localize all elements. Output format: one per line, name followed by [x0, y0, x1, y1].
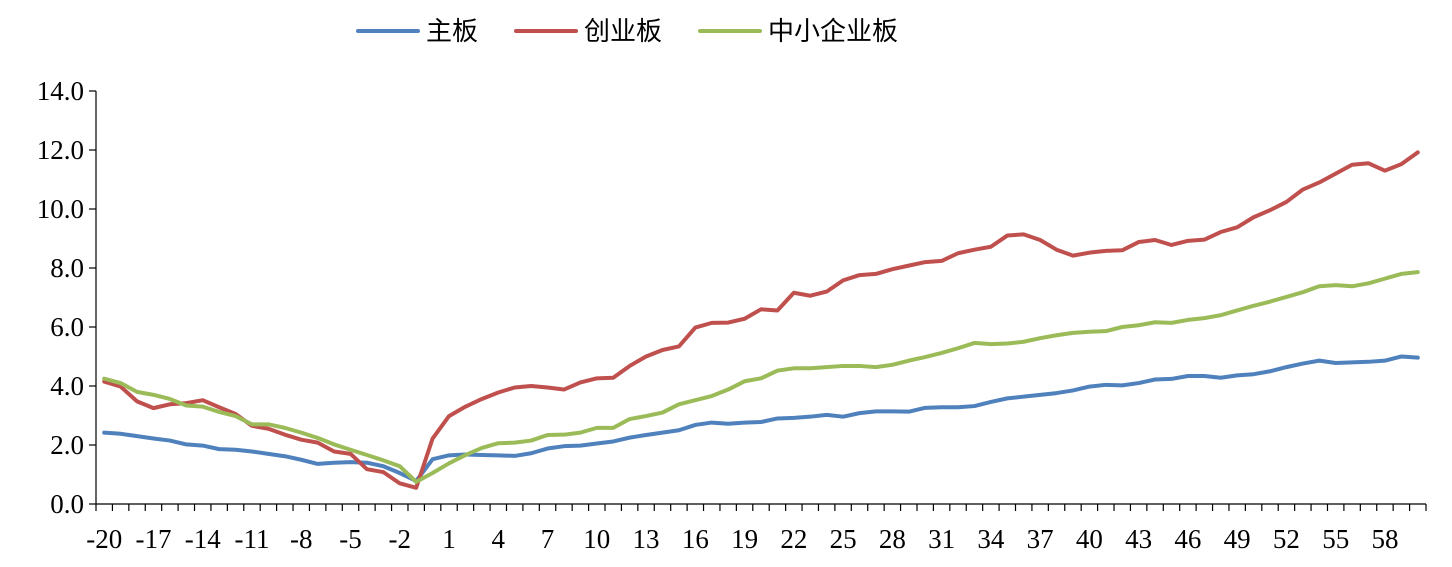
- y-tick-label: 8.0: [50, 253, 84, 283]
- legend: 主板 创业板 中小企业板: [356, 17, 898, 47]
- x-tick-label: 28: [879, 524, 906, 554]
- x-tick-label: 58: [1371, 524, 1398, 554]
- legend-label-1: 主板: [426, 17, 478, 47]
- x-tick-label: 10: [583, 524, 610, 554]
- y-tick-label: 4.0: [50, 371, 84, 401]
- y-tick-label: 12.0: [37, 135, 84, 165]
- series-line-3: [102, 270, 1420, 484]
- y-tick-label: 2.0: [50, 430, 84, 460]
- x-tick-label: 37: [1027, 524, 1054, 554]
- x-tick-label: 40: [1076, 524, 1103, 554]
- x-tick-label: 49: [1224, 524, 1251, 554]
- x-tick-label: 16: [682, 524, 709, 554]
- x-tick-label: 1: [442, 524, 456, 554]
- x-tick-label: 52: [1273, 524, 1300, 554]
- series-line-2: [102, 150, 1420, 490]
- y-tick-label: 10.0: [37, 194, 84, 224]
- x-tick-label: 25: [830, 524, 857, 554]
- y-axis: 0.0 2.0 4.0 6.0 8.0 10.0 12.0 14.0: [37, 76, 97, 519]
- x-axis: -20 -17 -14 -11 -8 -5 -2 1 4 7 10 13 16 19 22 25 28 31 34 3…: [86, 503, 1427, 554]
- x-tick-label: 22: [780, 524, 807, 554]
- x-tick-label: -5: [339, 524, 362, 554]
- x-tick-label: -17: [135, 524, 171, 554]
- x-tick-label: -14: [185, 524, 221, 554]
- legend-label-3: 中小企业板: [768, 17, 898, 47]
- x-tick-label: 31: [928, 524, 955, 554]
- x-tick-label: 7: [541, 524, 555, 554]
- x-tick-label: -20: [86, 524, 122, 554]
- y-tick-label: 6.0: [50, 312, 84, 342]
- y-tick-label: 14.0: [37, 76, 84, 106]
- series-layer: [102, 150, 1420, 490]
- x-tick-label: 43: [1125, 524, 1152, 554]
- x-tick-label: 46: [1174, 524, 1201, 554]
- x-tick-label: 4: [492, 524, 506, 554]
- x-tick-label: 19: [731, 524, 758, 554]
- y-tick-label: 0.0: [50, 489, 84, 519]
- x-tick-label: 13: [633, 524, 660, 554]
- x-tick-label: 55: [1322, 524, 1349, 554]
- series-line-1: [102, 354, 1420, 483]
- legend-label-2: 创业板: [584, 17, 662, 47]
- x-tick-label: -8: [290, 524, 313, 554]
- x-tick-label: 34: [977, 524, 1005, 554]
- x-tick-label: -11: [234, 524, 269, 554]
- x-tick-label: -2: [389, 524, 412, 554]
